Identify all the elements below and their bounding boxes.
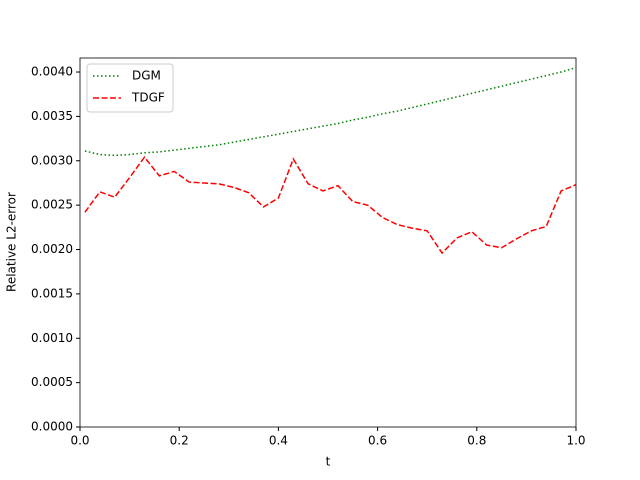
y-tick-label: 0.0015 [31,286,73,300]
y-tick-label: 0.0005 [31,375,73,389]
y-tick-label: 0.0040 [31,65,73,79]
x-tick-label: 0.0 [70,434,89,448]
legend-box [86,63,174,113]
x-tick-label: 0.2 [170,434,189,448]
plot-frame [79,57,577,428]
y-tick-label: 0.0030 [31,153,73,167]
y-tick-label: 0.0000 [31,420,73,434]
x-tick-label: 0.6 [368,434,387,448]
x-tick-label: 0.8 [467,434,486,448]
legend-label: DGM [132,69,161,83]
y-tick-label: 0.0025 [31,198,73,212]
x-axis-label: t [326,455,331,469]
y-tick-label: 0.0010 [31,331,73,345]
x-tick-label: 1.0 [566,434,585,448]
y-axis-label: Relative L2-error [5,192,19,292]
series-line [84,66,577,157]
y-tick-label: 0.0020 [31,242,73,256]
y-tick-label: 0.0035 [31,109,73,123]
x-tick-label: 0.4 [269,434,288,448]
legend-label: TDGF [131,91,165,105]
series-line [84,155,577,255]
